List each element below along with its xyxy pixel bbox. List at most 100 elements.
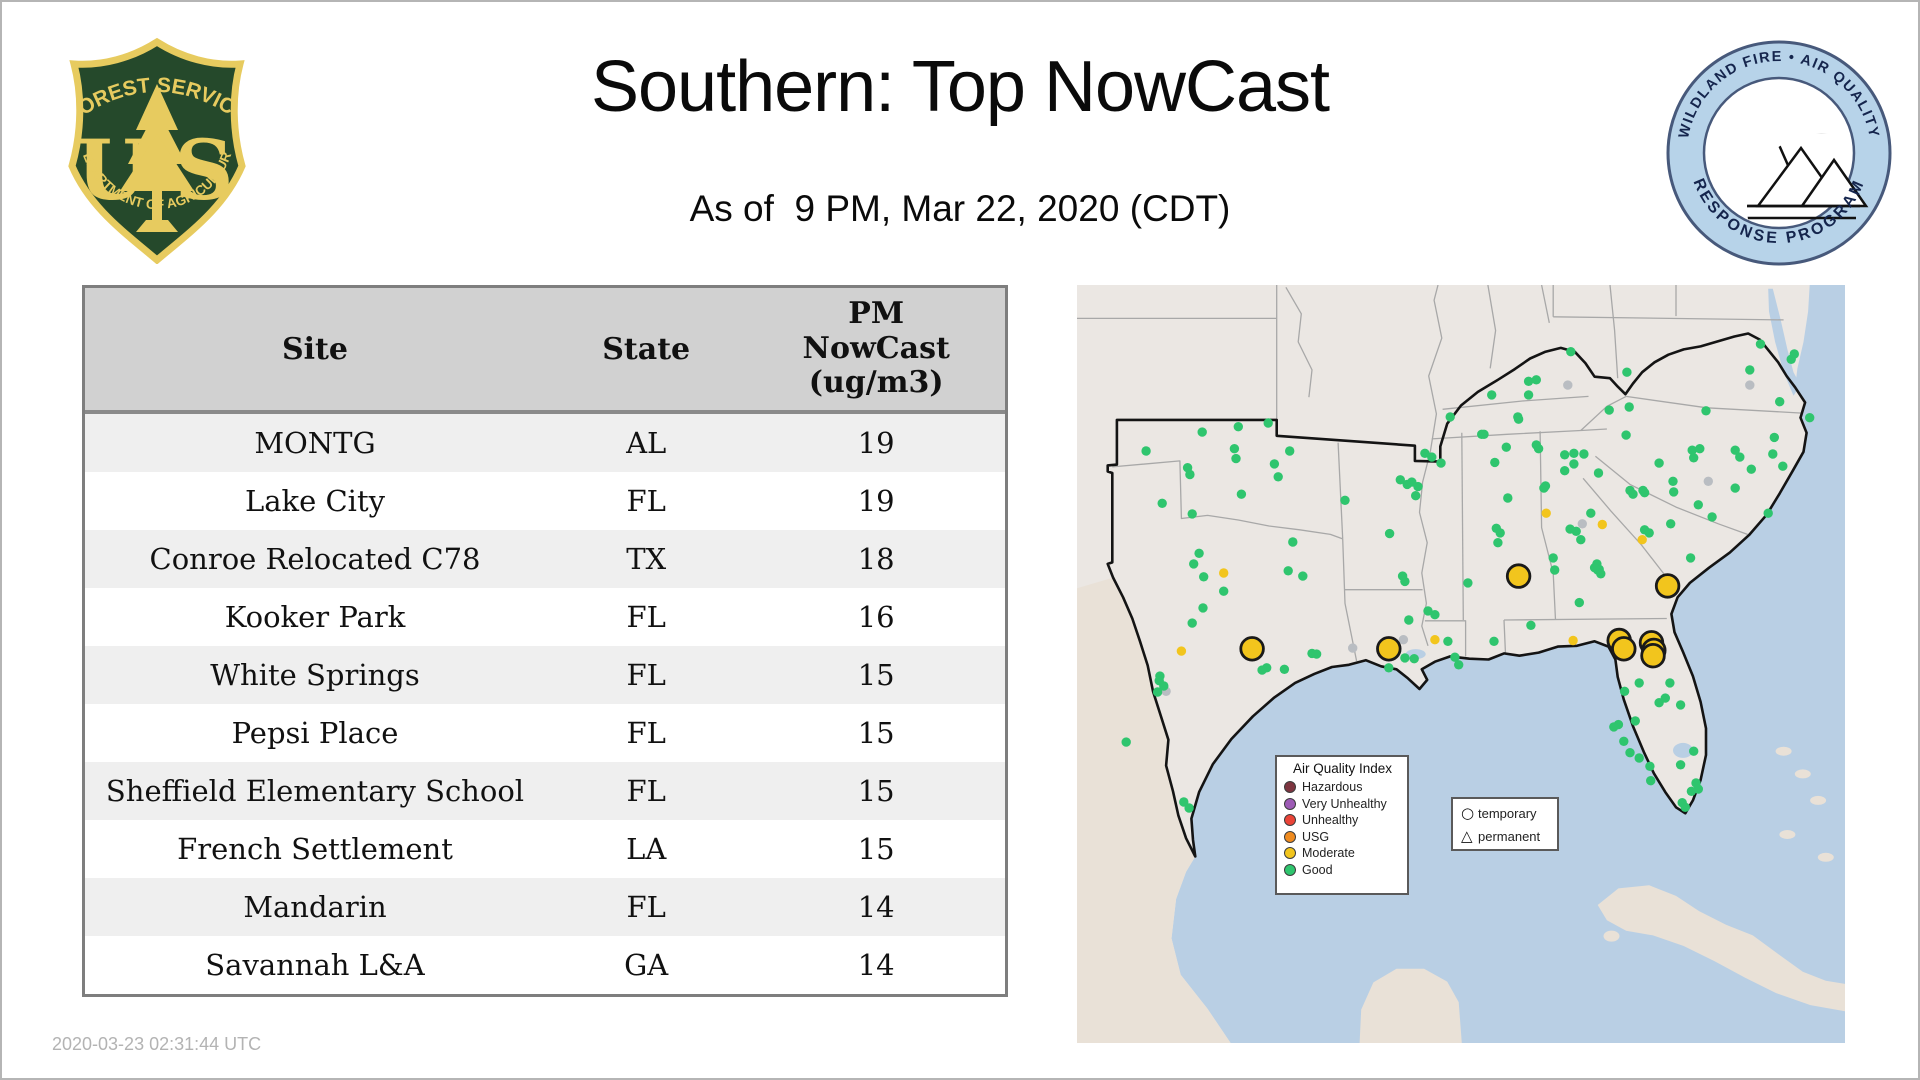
monitor-dot-moderate	[1219, 568, 1229, 578]
aqi-legend-label: Good	[1302, 862, 1333, 877]
state-cell: GA	[624, 948, 669, 982]
monitor-dot-good	[1477, 429, 1487, 439]
monitor-dot-good	[1184, 803, 1194, 813]
site-cell: Kooker Park	[224, 600, 406, 634]
monitor-dot-good	[1430, 610, 1440, 620]
state-border-line	[1428, 285, 1443, 452]
state-border-line	[1342, 538, 1358, 662]
state-border-line	[1609, 285, 1619, 379]
monitor-dot-good	[1409, 654, 1419, 664]
state-cell: FL	[626, 484, 666, 518]
temporary-monitor-marker-moderate	[1654, 573, 1681, 599]
monitor-dot-good	[1533, 444, 1544, 454]
temporary-marker-icon: ○	[1461, 804, 1475, 822]
monitor-dot-moderate	[1637, 535, 1647, 545]
monitor-dot-good	[1531, 375, 1541, 385]
monitor-dot-good	[1604, 405, 1614, 415]
table-row: French Settlement LA 15	[85, 820, 1005, 878]
state-border-line	[1337, 442, 1344, 539]
aqi-color-dot	[1284, 814, 1296, 827]
monitor-dot-good	[1579, 449, 1589, 459]
pm-nowcast-cell: 19	[857, 426, 895, 460]
state-border-line	[1285, 286, 1313, 398]
monitor-dot-good	[1263, 418, 1273, 428]
temporary-marker-label: temporary	[1478, 806, 1537, 821]
table-row: MONTG AL 19	[85, 414, 1005, 472]
monitor-dot-good	[1269, 459, 1280, 469]
monitor-dot-good	[1189, 559, 1199, 569]
monitor-dot-no-data	[1348, 643, 1358, 653]
monitor-dot-good	[1395, 475, 1405, 485]
nowcast-table: Site State PM NowCast (ug/m3) MONTG AL 19 L…	[82, 285, 1008, 997]
forest-service-logo: FOREST SERVICE U S DEPARTMENT OF AGRICUL…	[62, 36, 246, 264]
airfire-program-logo: WILDLAND FIRE • AIR QUALITY RESPONSE PRO…	[1666, 40, 1892, 266]
site-cell: Pepsi Place	[231, 716, 399, 750]
monitor-dot-good	[1634, 753, 1644, 763]
aqi-legend-item: Very Unhealthy	[1284, 796, 1401, 813]
temporary-monitor-marker-moderate	[1640, 643, 1666, 669]
monitor-dot-good	[1593, 468, 1604, 478]
monitor-dot-good	[1619, 736, 1629, 746]
monitor-dot-good	[1660, 693, 1670, 703]
bahamas-island	[1794, 769, 1811, 779]
monitor-dot-good	[1675, 700, 1686, 710]
state-border-line	[1539, 431, 1557, 621]
monitor-dot-good	[1619, 686, 1630, 696]
monitor-dot-good	[1443, 636, 1453, 646]
table-row: Sheffield Elementary School FL 15	[85, 762, 1005, 820]
monitor-dot-good	[1769, 432, 1779, 443]
site-cell: Mandarin	[243, 890, 387, 924]
monitor-dot-good	[1490, 457, 1500, 468]
monitor-dot-good	[1666, 519, 1676, 529]
monitor-dot-no-data	[1745, 380, 1755, 390]
monitor-dot-good	[1622, 367, 1632, 377]
monitor-dot-good	[1298, 571, 1308, 581]
pm-nowcast-cell: 15	[857, 832, 895, 866]
monitor-dot-good	[1775, 397, 1785, 407]
monitor-dot-good	[1157, 498, 1167, 508]
monitor-dot-good	[1219, 586, 1229, 596]
monitor-dot-good	[1566, 347, 1576, 357]
monitor-dot-good	[1513, 414, 1524, 424]
monitor-dot-good	[1493, 538, 1503, 548]
state-border-line	[1594, 455, 1748, 536]
monitor-dot-good	[1695, 444, 1705, 454]
monitor-dot-good	[1701, 406, 1711, 416]
monitor-dot-good	[1152, 687, 1163, 697]
table-row: Savannah L&A GA 14	[85, 936, 1005, 994]
state-cell: FL	[626, 890, 666, 924]
aqi-color-dot	[1284, 863, 1296, 876]
monitor-dot-good	[1646, 776, 1656, 786]
chesapeake-bay	[1768, 288, 1801, 396]
isle-of-youth	[1603, 930, 1620, 942]
monitor-dot-good	[1693, 500, 1703, 510]
aqi-legend-title: Air Quality Index	[1292, 761, 1393, 776]
monitor-dot-no-data	[1398, 635, 1409, 645]
monitor-dot-good	[1645, 761, 1655, 771]
aqi-legend-label: Hazardous	[1302, 780, 1363, 795]
monitor-dot-good	[1576, 535, 1586, 545]
monitor-dot-good	[1569, 459, 1579, 469]
monitor-dot-good	[1495, 528, 1505, 538]
state-border-line	[1582, 477, 1668, 578]
site-cell: Savannah L&A	[205, 948, 425, 982]
monitor-dot-good	[1236, 489, 1247, 499]
monitor-dot-good	[1285, 446, 1295, 456]
table-row: White Springs FL 15	[85, 646, 1005, 704]
column-header-state: State	[602, 331, 691, 367]
aqi-legend-label: Very Unhealthy	[1302, 796, 1387, 811]
monitor-map: Air Quality Index Hazardous Very Unhealth…	[1077, 285, 1845, 1043]
monitor-dot-good	[1197, 427, 1207, 437]
monitor-dot-good	[1789, 349, 1799, 359]
bahamas-island	[1817, 852, 1834, 862]
table-row: Conroe Relocated C78 TX 18	[85, 530, 1005, 588]
table-header-row: Site State PM NowCast (ug/m3)	[85, 288, 1005, 414]
monitor-dot-good	[1574, 597, 1584, 608]
aqi-legend-label: USG	[1302, 829, 1330, 844]
monitor-dot-good	[1523, 376, 1534, 386]
monitor-dot-good	[1233, 422, 1243, 432]
monitor-dot-good	[1257, 665, 1267, 675]
monitor-dot-good	[1805, 413, 1815, 423]
monitor-dot-good	[1686, 786, 1697, 796]
aqi-legend: Air Quality Index Hazardous Very Unhealth…	[1275, 755, 1409, 895]
